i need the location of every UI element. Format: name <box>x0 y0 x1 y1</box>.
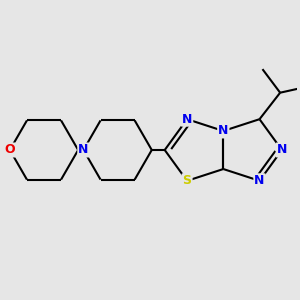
Text: N: N <box>218 124 229 137</box>
Text: N: N <box>277 143 287 157</box>
Text: N: N <box>182 113 192 126</box>
Text: S: S <box>183 174 192 187</box>
Text: N: N <box>254 174 265 187</box>
Text: N: N <box>78 143 88 157</box>
Text: O: O <box>4 143 15 157</box>
